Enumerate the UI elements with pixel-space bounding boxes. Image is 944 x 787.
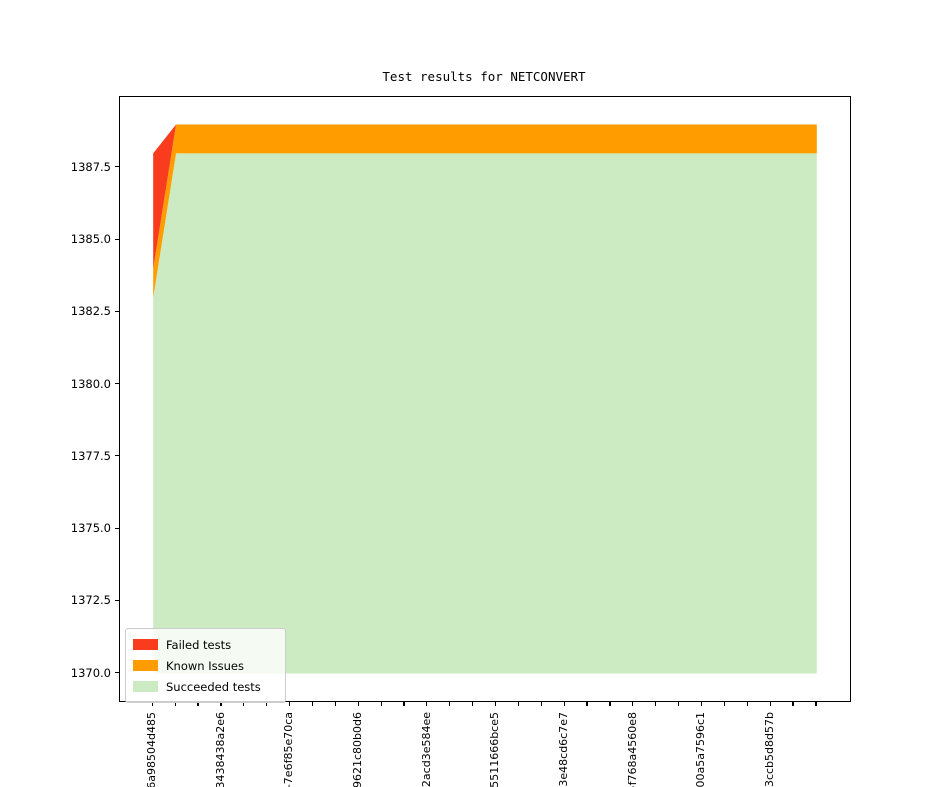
y-tick-mark <box>115 599 119 601</box>
y-tick-mark <box>115 455 119 457</box>
x-tick-mark <box>426 702 428 706</box>
x-tick-mark <box>380 702 382 706</box>
known-issues-area <box>153 124 817 298</box>
y-tick-label: 1385.0 <box>70 232 111 247</box>
x-tick-mark <box>655 702 657 706</box>
x-tick-mark <box>746 702 748 706</box>
x-tick-mark <box>288 702 291 706</box>
x-tick-mark <box>678 702 680 706</box>
x-tick-mark <box>197 702 199 706</box>
y-tick-label: 1377.5 <box>70 448 111 463</box>
y-tick-label: 1387.5 <box>70 159 111 174</box>
x-tick-label: 8-9621c80b0d6 <box>351 712 365 787</box>
y-tick-label: 1372.5 <box>70 593 111 608</box>
legend-entry-known-issues: Known Issues <box>133 655 277 676</box>
chart-title: Test results for NETCONVERT <box>382 69 586 84</box>
x-tick-mark <box>563 702 565 706</box>
x-tick-mark <box>311 702 314 706</box>
x-tick-label: 2-7e6f85e70ca <box>282 712 296 787</box>
legend-entry-succeeded: Succeeded tests <box>133 676 277 697</box>
x-tick-label: 8-3ccb5d8d57b <box>763 712 777 787</box>
failed-tests-swatch <box>133 639 158 650</box>
legend: Failed tests Known Issues Succeeded test… <box>125 628 286 703</box>
succeeded-tests-area <box>153 153 817 674</box>
y-tick-mark <box>115 527 119 529</box>
legend-entry-failed: Failed tests <box>133 634 277 655</box>
x-tick-mark <box>403 702 405 706</box>
legend-label-known-issues: Known Issues <box>166 658 244 673</box>
x-tick-mark <box>586 702 588 706</box>
x-tick-label: 2-6a98504d485 <box>145 712 159 787</box>
x-tick-mark <box>632 702 634 706</box>
x-tick-label: 9-2acd3e584ee <box>419 712 433 787</box>
y-tick-mark <box>115 238 119 240</box>
plot-area <box>119 96 851 702</box>
x-tick-mark <box>449 702 451 706</box>
x-tick-label: 2-f768a4560e8 <box>625 712 639 787</box>
x-tick-mark <box>472 702 474 706</box>
x-tick-mark <box>334 702 336 706</box>
x-tick-mark <box>792 702 794 706</box>
legend-label-succeeded: Succeeded tests <box>166 679 261 694</box>
y-tick-mark <box>115 383 119 385</box>
y-tick-label: 1380.0 <box>70 376 111 391</box>
y-tick-label: 1375.0 <box>70 521 111 536</box>
x-tick-mark <box>357 702 359 706</box>
legend-label-failed: Failed tests <box>166 637 232 652</box>
x-tick-mark <box>769 702 771 706</box>
x-tick-mark <box>700 702 703 706</box>
x-tick-mark <box>815 702 817 706</box>
x-tick-label: 9-5511666bce5 <box>488 712 502 787</box>
x-tick-mark <box>540 702 542 706</box>
x-tick-mark <box>243 702 245 706</box>
x-tick-mark <box>220 702 222 706</box>
succeeded-tests-swatch <box>133 681 158 692</box>
x-tick-mark <box>494 702 497 706</box>
x-tick-mark <box>609 702 611 706</box>
x-tick-mark <box>723 702 725 706</box>
x-tick-label: 3-3e48cd6c7e7 <box>557 712 571 787</box>
x-tick-mark <box>174 702 176 706</box>
y-tick-mark <box>115 310 119 312</box>
y-tick-label: 1370.0 <box>70 665 111 680</box>
stacked-area-chart <box>153 124 817 674</box>
x-tick-label: 4-3438438a2e6 <box>213 712 227 787</box>
x-tick-mark <box>517 702 519 706</box>
y-tick-mark <box>115 166 119 168</box>
x-tick-label: 3-00a5a7596c1 <box>694 712 708 787</box>
known-issues-swatch <box>133 660 158 671</box>
y-tick-mark <box>115 672 119 674</box>
x-tick-mark <box>266 702 268 706</box>
x-tick-mark <box>151 702 153 706</box>
y-tick-label: 1382.5 <box>70 304 111 319</box>
